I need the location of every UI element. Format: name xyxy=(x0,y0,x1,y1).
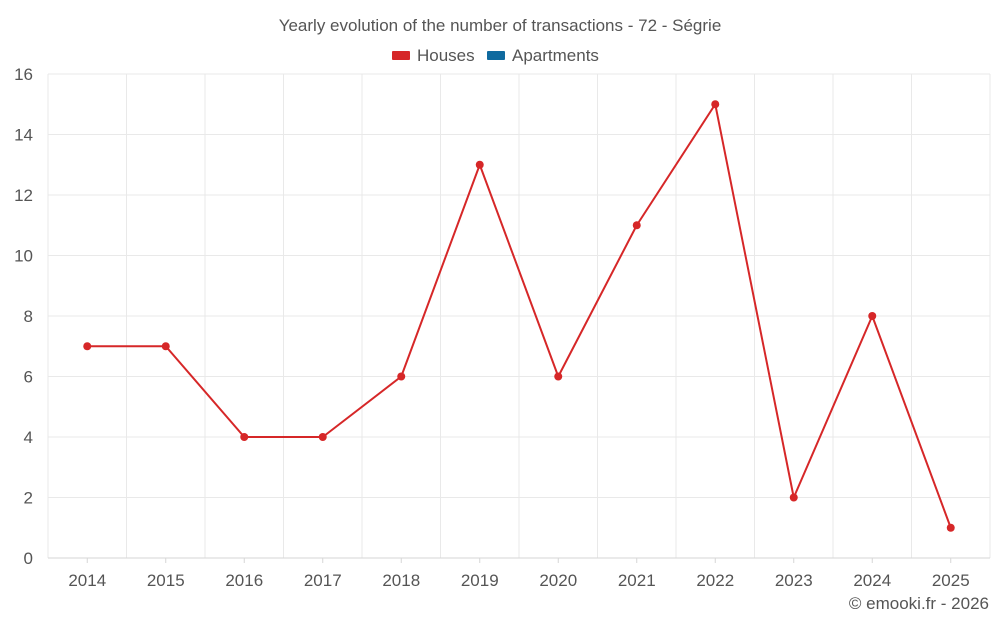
y-tick-label: 2 xyxy=(24,489,33,508)
y-tick-label: 12 xyxy=(14,186,33,205)
legend-swatch-apartments xyxy=(487,51,505,60)
legend-item-apartments[interactable]: Apartments xyxy=(487,46,599,65)
y-tick-label: 16 xyxy=(14,65,33,84)
x-tick-label: 2020 xyxy=(539,571,577,590)
data-point-houses-2017[interactable] xyxy=(318,433,327,441)
grid-layer xyxy=(47,73,991,558)
x-tick-label: 2015 xyxy=(147,571,185,590)
data-point-houses-2021[interactable] xyxy=(632,221,641,230)
chart-credit: © emooki.fr - 2026 xyxy=(849,594,989,613)
x-tick-label: 2024 xyxy=(853,571,891,590)
x-tick-label: 2023 xyxy=(775,571,813,590)
x-tick-label: 2019 xyxy=(461,571,499,590)
data-point-houses-2020[interactable] xyxy=(554,372,563,381)
series-layer xyxy=(83,100,955,532)
data-point-houses-2019[interactable] xyxy=(475,160,484,169)
y-tick-label: 4 xyxy=(24,428,33,447)
legend-label-apartments: Apartments xyxy=(512,46,599,65)
y-tick-label: 14 xyxy=(14,126,33,145)
x-tick-label: 2021 xyxy=(618,571,656,590)
data-point-houses-2016[interactable] xyxy=(240,433,249,441)
y-tick-label: 6 xyxy=(24,368,33,387)
y-tick-label: 8 xyxy=(24,307,33,326)
data-point-houses-2023[interactable] xyxy=(789,493,798,502)
data-point-houses-2024[interactable] xyxy=(868,312,877,320)
x-tick-label: 2025 xyxy=(932,571,970,590)
data-point-houses-2015[interactable] xyxy=(161,342,170,351)
axis-layer: 0 2 4 6 8 10 12 14 16 2014 2015 2016 2017 2018 2019 202… xyxy=(14,65,990,590)
data-point-houses-2025[interactable] xyxy=(946,523,955,532)
y-tick-label: 0 xyxy=(24,549,33,568)
legend: Houses Apartments xyxy=(392,46,599,65)
data-point-houses-2014[interactable] xyxy=(83,342,92,351)
x-tick-label: 2014 xyxy=(68,571,106,590)
x-tick-label: 2018 xyxy=(382,571,420,590)
legend-swatch-houses xyxy=(392,51,410,60)
x-tick-label: 2016 xyxy=(225,571,263,590)
data-point-houses-2018[interactable] xyxy=(397,372,406,381)
data-point-houses-2022[interactable] xyxy=(711,100,720,109)
legend-label-houses: Houses xyxy=(417,46,475,65)
series-line-houses xyxy=(86,103,952,529)
chart-title: Yearly evolution of the number of transa… xyxy=(279,16,722,35)
y-tick-label: 10 xyxy=(14,247,33,266)
legend-item-houses[interactable]: Houses xyxy=(392,46,475,65)
x-tick-label: 2017 xyxy=(304,571,342,590)
x-tick-label: 2022 xyxy=(696,571,734,590)
